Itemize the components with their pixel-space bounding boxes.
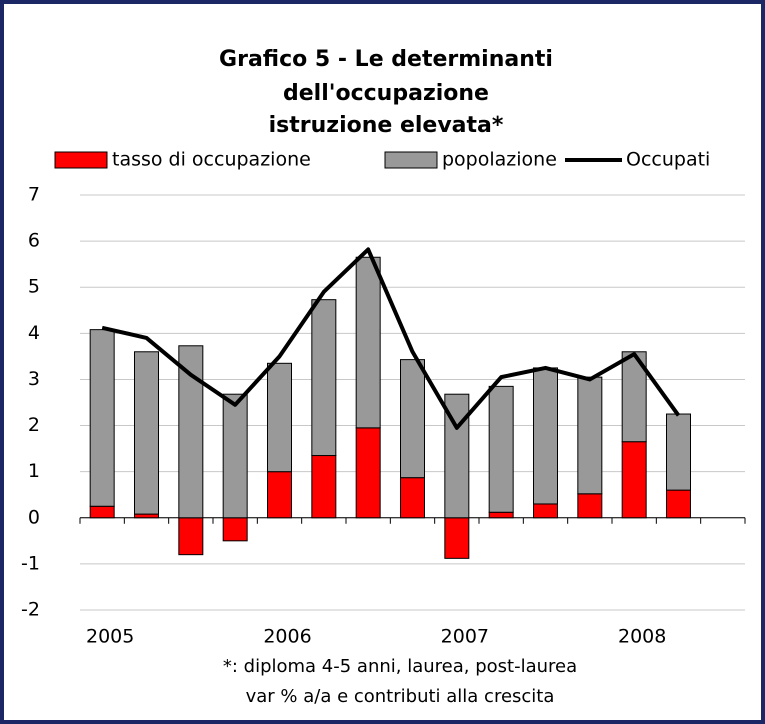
bar [134,513,159,519]
chart-title: Grafico 5 - Le determinanti [219,47,553,72]
bar [178,345,204,519]
bar [267,362,292,473]
bar [134,351,159,515]
footnote: var % a/a e contributi alla crescita [246,686,555,707]
chart-title: dell'occupazione [283,81,489,106]
bar [355,427,381,519]
bar [444,517,470,559]
bar [400,359,425,479]
bar [222,393,248,519]
y-tick-label: 1 [28,460,40,482]
bar [400,477,425,519]
line [101,247,681,430]
bar [311,299,337,457]
x-tick-label: 2006 [263,626,311,648]
y-tick-label: -2 [21,599,40,621]
bar [178,517,204,556]
legend-label: popolazione [442,149,557,171]
chart-title: istruzione elevata* [269,113,504,138]
y-tick-label: 7 [28,184,40,206]
bar [621,441,647,519]
bar [89,329,115,507]
legend-swatch [54,151,108,169]
x-tick-label: 2007 [441,626,489,648]
bar [533,367,558,505]
x-tick-label: 2008 [618,626,666,648]
y-tick-label: -1 [21,552,40,574]
bar [355,256,381,429]
bar [89,505,115,519]
legend-label: tasso di occupazione [112,149,311,171]
y-tick-label: 6 [28,230,40,252]
bar [222,517,248,542]
footnote: *: diploma 4-5 anni, laurea, post-laurea [223,656,577,677]
bar [488,385,514,513]
x-tick-label: 2005 [86,626,134,648]
bar [533,503,558,519]
y-tick-label: 3 [28,368,40,390]
bar [577,376,603,495]
bar [267,471,292,519]
bar [666,413,691,491]
legend-swatch [384,151,438,169]
y-tick-label: 5 [28,276,40,298]
bar [488,511,514,519]
bar [311,455,337,519]
bar [666,489,691,519]
legend-label: Occupati [626,149,710,171]
y-tick-label: 0 [28,506,40,528]
y-tick-label: 4 [28,322,40,344]
y-tick-label: 2 [28,414,40,436]
bar [577,493,603,519]
